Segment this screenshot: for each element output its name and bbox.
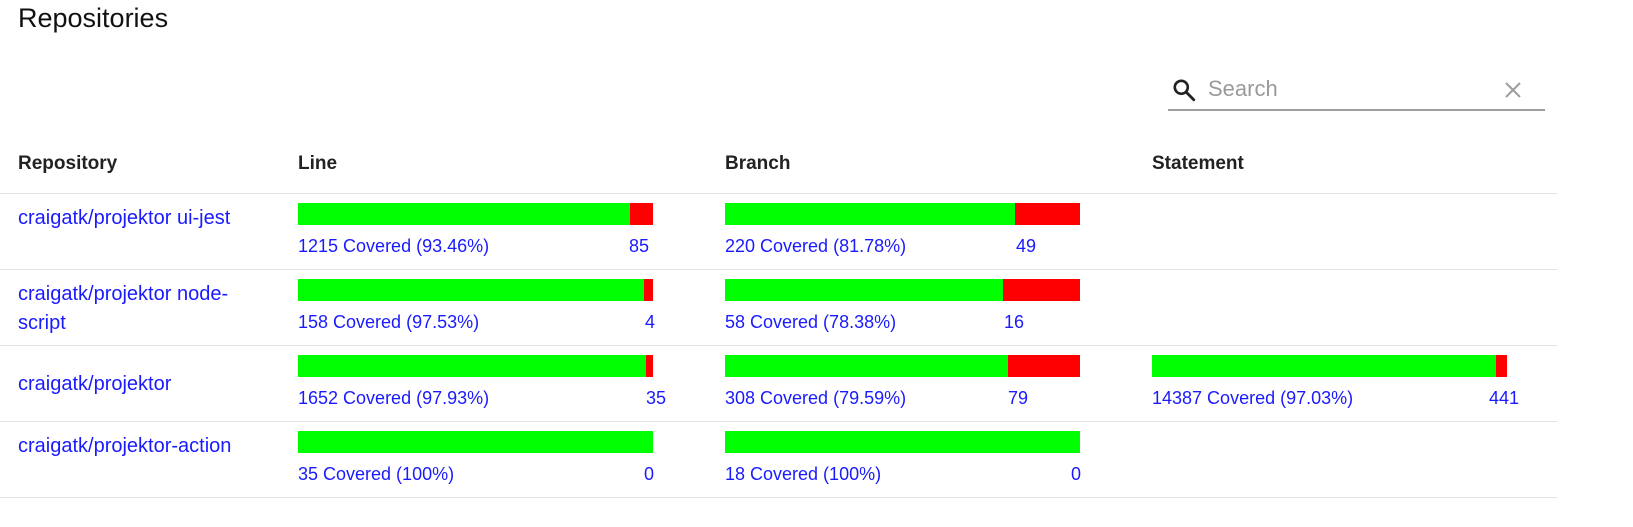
repository-link[interactable]: craigatk/projektor ui-jest	[18, 207, 231, 229]
covered-segment	[725, 431, 1080, 453]
column-header-repository[interactable]: Repository	[18, 153, 118, 174]
table-row: craigatk/projektor 1652 Covered (97.93%) 3…	[0, 346, 1557, 422]
close-icon[interactable]	[1503, 80, 1523, 100]
uncovered-segment	[1003, 279, 1080, 301]
column-header-statement[interactable]: Statement	[1152, 153, 1244, 174]
covered-segment	[298, 355, 646, 377]
uncovered-count-label: 0	[644, 464, 655, 484]
covered-segment	[1152, 355, 1497, 377]
covered-count-label: 35 Covered (100%)	[298, 464, 455, 484]
covered-count-label: 14387 Covered (97.03%)	[1152, 388, 1354, 408]
covered-count-label: 308 Covered (79.59%)	[725, 388, 907, 408]
branch-coverage-cell: 308 Covered (79.59%) 79	[725, 355, 1081, 415]
search-box	[1168, 68, 1545, 111]
branch-coverage-cell: 220 Covered (81.78%) 49	[725, 203, 1081, 263]
repository-link[interactable]: craigatk/projektor-action	[18, 435, 232, 457]
uncovered-count-label: 441	[1489, 388, 1520, 408]
repository-link[interactable]: craigatk/projektor node-script	[18, 283, 229, 334]
branch-coverage-cell: 58 Covered (78.38%) 16	[725, 279, 1081, 339]
uncovered-count-label: 49	[1016, 236, 1037, 256]
line-coverage-bar	[298, 431, 653, 453]
covered-count-label: 220 Covered (81.78%)	[725, 236, 907, 256]
uncovered-segment	[629, 203, 653, 225]
uncovered-count-label: 85	[629, 236, 650, 256]
uncovered-segment	[644, 279, 653, 301]
covered-count-label: 1215 Covered (93.46%)	[298, 236, 490, 256]
line-coverage-bar	[298, 203, 653, 225]
branch-coverage-cell: 18 Covered (100%) 0	[725, 431, 1081, 491]
covered-segment	[725, 203, 1016, 225]
table-header: Repository Line Branch Statement	[0, 140, 1557, 194]
search-icon	[1173, 79, 1196, 102]
covered-count-label: 1652 Covered (97.93%)	[298, 388, 490, 408]
line-coverage-bar	[298, 279, 653, 301]
covered-count-label: 158 Covered (97.53%)	[298, 312, 480, 332]
repository-link[interactable]: craigatk/projektor	[18, 373, 172, 395]
table-row: craigatk/projektor node-script 158 Covere…	[0, 270, 1557, 346]
branch-coverage-bar	[725, 431, 1080, 453]
table-row: craigatk/projektor-action 35 Covered (100…	[0, 422, 1557, 498]
line-coverage-cell: 35 Covered (100%) 0	[298, 431, 654, 491]
uncovered-segment	[1496, 355, 1507, 377]
page-title: Repositories	[18, 3, 169, 33]
uncovered-segment	[1015, 203, 1080, 225]
covered-count-label: 18 Covered (100%)	[725, 464, 882, 484]
covered-segment	[298, 431, 653, 453]
branch-coverage-bar	[725, 279, 1080, 301]
covered-segment	[298, 279, 645, 301]
uncovered-segment	[645, 355, 653, 377]
search-input[interactable]	[1208, 72, 1488, 106]
uncovered-count-label: 16	[1004, 312, 1025, 332]
covered-segment	[298, 203, 630, 225]
column-header-line[interactable]: Line	[298, 153, 338, 174]
statement-coverage-cell: 14387 Covered (97.03%) 441	[1152, 355, 1519, 415]
uncovered-count-label: 79	[1008, 388, 1029, 408]
uncovered-count-label: 4	[645, 312, 656, 332]
line-coverage-cell: 1652 Covered (97.93%) 35	[298, 355, 666, 415]
uncovered-segment	[1007, 355, 1080, 377]
line-coverage-bar	[298, 355, 653, 377]
uncovered-count-label: 35	[646, 388, 667, 408]
covered-segment	[725, 355, 1008, 377]
covered-count-label: 58 Covered (78.38%)	[725, 312, 897, 332]
repositories-table: Repository Line Branch Statement craigat…	[0, 140, 1557, 498]
branch-coverage-bar	[725, 203, 1080, 225]
covered-segment	[725, 279, 1004, 301]
statement-coverage-bar	[1152, 355, 1507, 377]
branch-coverage-bar	[725, 355, 1080, 377]
uncovered-count-label: 0	[1071, 464, 1082, 484]
table-row: craigatk/projektor ui-jest 1215 Covered (…	[0, 194, 1557, 270]
line-coverage-cell: 158 Covered (97.53%) 4	[298, 279, 656, 339]
line-coverage-cell: 1215 Covered (93.46%) 85	[298, 203, 654, 263]
table-body: craigatk/projektor ui-jest 1215 Covered (…	[0, 194, 1557, 498]
column-header-branch[interactable]: Branch	[725, 153, 791, 174]
